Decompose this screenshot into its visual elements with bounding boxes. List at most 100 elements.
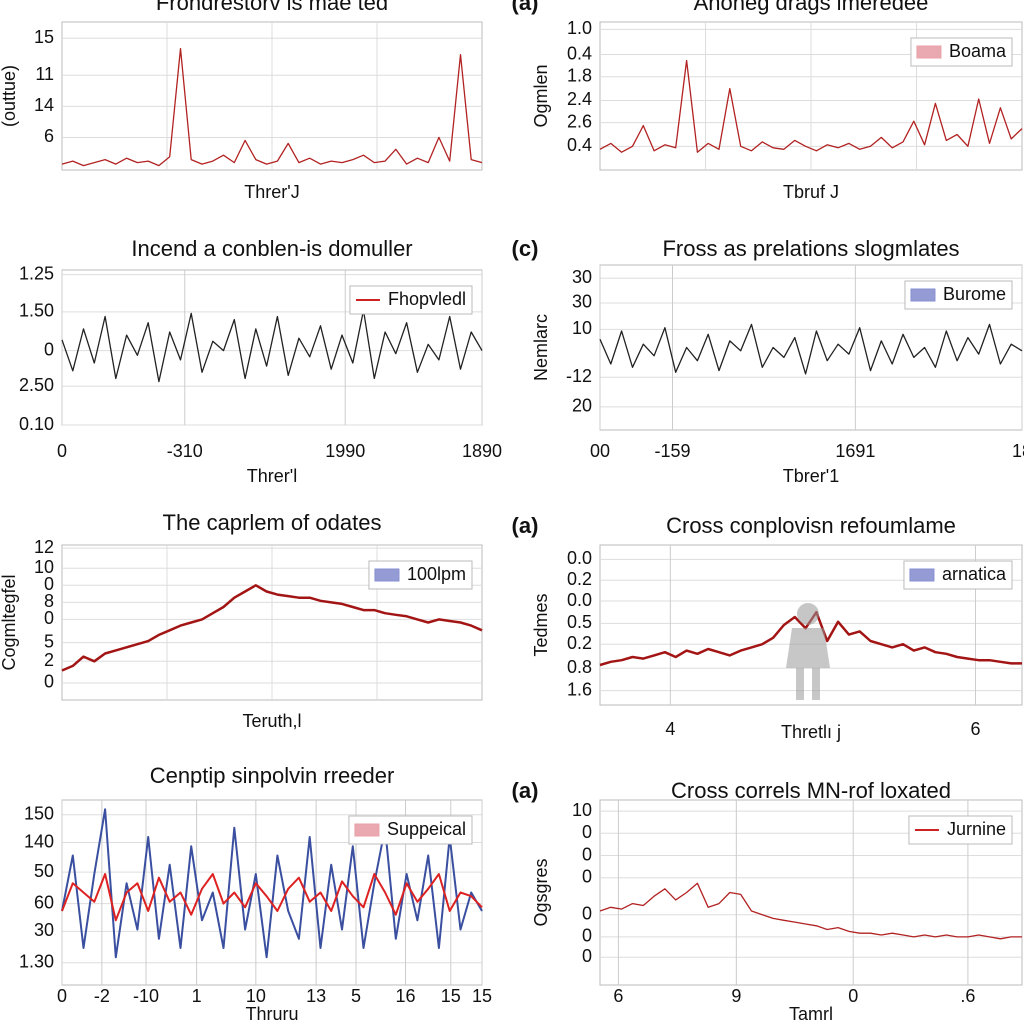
x-axis-label: Tbrer'1 bbox=[783, 466, 839, 486]
chart-title: Frondrestorv is mae ted bbox=[156, 0, 388, 15]
legend: 100lpm bbox=[368, 560, 473, 590]
y-tick-label: 50 bbox=[34, 861, 54, 881]
y-tick-label: 0 bbox=[582, 946, 592, 966]
y-tick-label: 0 bbox=[44, 574, 54, 594]
chart-title: Cross conplovisn refoumlame bbox=[666, 513, 956, 538]
y-tick-label: 150 bbox=[24, 804, 54, 824]
y-tick-label: 0 bbox=[44, 608, 54, 628]
y-tick-label: 30 bbox=[34, 920, 54, 940]
x-tick-label: 4 bbox=[665, 719, 675, 739]
y-tick-label: 2 bbox=[44, 650, 54, 670]
data-line bbox=[61, 584, 483, 672]
y-tick-label: 0.2 bbox=[567, 569, 592, 589]
x-tick-label: 15 bbox=[441, 986, 461, 1006]
x-tick-label: 9 bbox=[731, 986, 741, 1006]
y-tick-label: 15 bbox=[34, 27, 54, 47]
y-tick-label: 0.4 bbox=[567, 43, 592, 63]
x-tick-label: 1890 bbox=[462, 441, 502, 461]
x-axis-label: Teruth,l bbox=[242, 711, 301, 731]
chart-title: Incend a conblen-is domuller bbox=[131, 236, 412, 261]
y-tick-label: 0 bbox=[582, 903, 592, 923]
y-tick-label: 0 bbox=[582, 844, 592, 864]
legend-marker bbox=[374, 568, 400, 582]
chart-title: Cenptip sinpolvin rreeder bbox=[150, 763, 395, 788]
legend: Boama bbox=[910, 37, 1013, 67]
person-head bbox=[797, 603, 819, 625]
x-tick-label: -310 bbox=[167, 441, 203, 461]
legend-marker bbox=[909, 568, 935, 582]
x-tick-label: 1691 bbox=[835, 441, 875, 461]
legend-marker bbox=[354, 823, 380, 837]
y-axis-label: Cogmltegfel bbox=[0, 574, 19, 670]
x-tick-label: 6 bbox=[613, 986, 623, 1006]
y-axis-label: Ogsgres bbox=[531, 858, 551, 926]
x-tick-label: -10 bbox=[133, 986, 159, 1006]
y-tick-label: 0.0 bbox=[567, 548, 592, 568]
y-tick-label: 1.0 bbox=[567, 18, 592, 38]
y-tick-label: 0.0 bbox=[567, 590, 592, 610]
y-tick-label: 1.6 bbox=[567, 679, 592, 699]
x-tick-label: 1 bbox=[192, 986, 202, 1006]
legend: Jurnine bbox=[908, 815, 1013, 845]
y-tick-label: 0 bbox=[582, 822, 592, 842]
panel-label: (a) bbox=[512, 0, 539, 15]
y-tick-label: 1.25 bbox=[19, 263, 54, 283]
chart-title: Fross as prelations slogmlates bbox=[662, 236, 959, 261]
y-tick-label: 12 bbox=[34, 537, 54, 557]
x-tick-label: 6 bbox=[970, 719, 980, 739]
data-line bbox=[61, 808, 483, 959]
legend-label: 100lpm bbox=[407, 564, 466, 584]
legend: Suppeical bbox=[348, 815, 473, 845]
y-tick-label: -12 bbox=[566, 366, 592, 386]
y-tick-label: 2.4 bbox=[567, 89, 592, 109]
x-tick-label: 15 bbox=[472, 986, 492, 1006]
x-tick-label: -159 bbox=[654, 441, 690, 461]
data-line bbox=[61, 873, 483, 922]
y-tick-label: 0.5 bbox=[567, 612, 592, 632]
x-axis-label: Tamrl bbox=[789, 1004, 833, 1024]
y-axis-label: Tedmes bbox=[531, 593, 551, 656]
y-tick-label: 2.50 bbox=[19, 375, 54, 395]
y-tick-label: 140 bbox=[24, 831, 54, 851]
x-axis-label: Tbruf J bbox=[783, 182, 839, 202]
x-tick-label: 16 bbox=[396, 986, 416, 1006]
y-tick-label: 14 bbox=[34, 95, 54, 115]
legend: Burome bbox=[904, 280, 1013, 310]
legend-marker bbox=[916, 45, 942, 59]
y-axis-label: Ogmlen bbox=[531, 64, 551, 127]
y-tick-label: 10 bbox=[572, 318, 592, 338]
y-tick-label: 8 bbox=[44, 591, 54, 611]
y-tick-label: 0 bbox=[44, 672, 54, 692]
y-axis-label: (outtue) bbox=[0, 65, 19, 127]
y-tick-label: 0 bbox=[44, 339, 54, 359]
person-body bbox=[786, 628, 830, 700]
y-tick-label: 20 bbox=[572, 396, 592, 416]
y-tick-label: 0.10 bbox=[19, 414, 54, 434]
y-tick-label: 1.50 bbox=[19, 301, 54, 321]
y-tick-label: 11 bbox=[35, 64, 54, 84]
x-tick-label: -2 bbox=[94, 986, 110, 1006]
chart-title: The caprlem of odates bbox=[163, 510, 382, 535]
x-axis-label: Thruru bbox=[245, 1004, 298, 1024]
y-tick-label: 0 bbox=[582, 926, 592, 946]
y-tick-label: 60 bbox=[34, 892, 54, 912]
x-tick-label: 00 bbox=[590, 441, 610, 461]
y-tick-label: 10 bbox=[572, 800, 592, 820]
x-axis-label: Threr'l bbox=[247, 466, 297, 486]
y-tick-label: 30 bbox=[572, 267, 592, 287]
legend-label: Boama bbox=[949, 41, 1007, 61]
y-tick-label: 0.8 bbox=[567, 657, 592, 677]
legend: Fhopvledl bbox=[349, 285, 473, 315]
x-tick-label: 0 bbox=[848, 986, 858, 1006]
x-tick-label: 18 bbox=[1012, 441, 1024, 461]
y-tick-label: 6 bbox=[44, 126, 54, 146]
x-tick-label: 0 bbox=[57, 986, 67, 1006]
y-tick-label: 0 bbox=[582, 866, 592, 886]
x-tick-label: .6 bbox=[960, 986, 975, 1006]
x-tick-label: 0 bbox=[57, 441, 67, 461]
data-line bbox=[599, 323, 1023, 375]
data-line bbox=[599, 882, 1022, 940]
x-tick-label: 5 bbox=[351, 986, 361, 1006]
x-axis-label: Thretlı j bbox=[781, 722, 841, 742]
